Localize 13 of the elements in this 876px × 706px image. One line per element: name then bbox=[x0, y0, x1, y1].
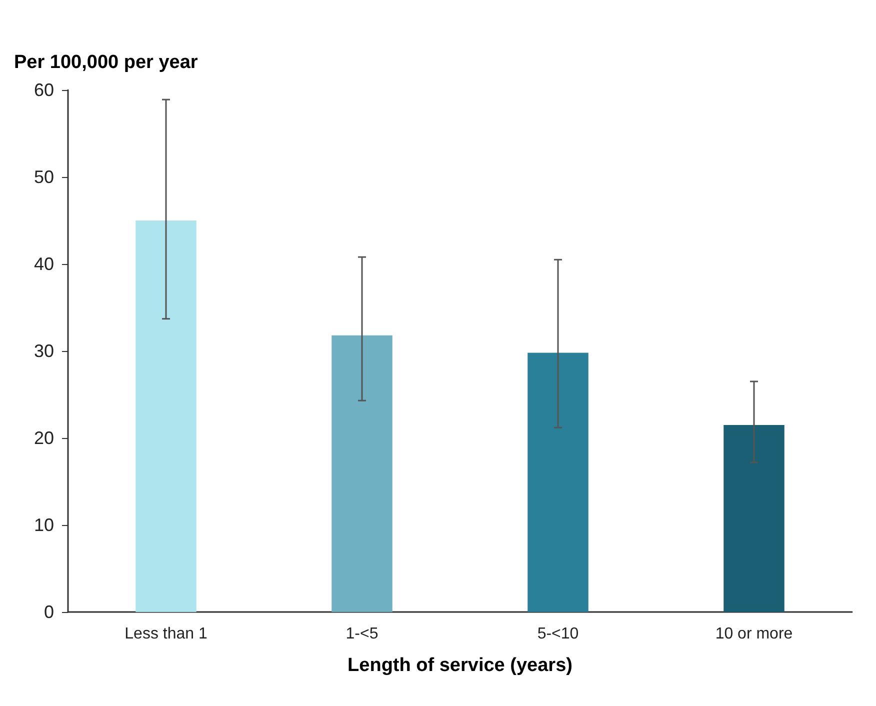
x-axis-title: Length of service (years) bbox=[348, 655, 572, 676]
y-tick-label: 60 bbox=[34, 80, 54, 100]
y-tick-label: 20 bbox=[34, 428, 54, 448]
y-tick-label: 30 bbox=[34, 341, 54, 361]
x-tick-label: 5-<10 bbox=[537, 626, 579, 642]
y-tick-label: 10 bbox=[34, 515, 54, 535]
y-tick-label: 50 bbox=[34, 167, 54, 187]
x-tick-label: 1-<5 bbox=[346, 626, 378, 642]
x-tick-label: 10 or more bbox=[715, 626, 793, 642]
y-tick-label: 40 bbox=[34, 254, 54, 274]
x-tick-label: Less than 1 bbox=[124, 626, 208, 642]
y-tick-label: 0 bbox=[44, 602, 54, 622]
y-axis-title: Per 100,000 per year bbox=[14, 52, 198, 73]
